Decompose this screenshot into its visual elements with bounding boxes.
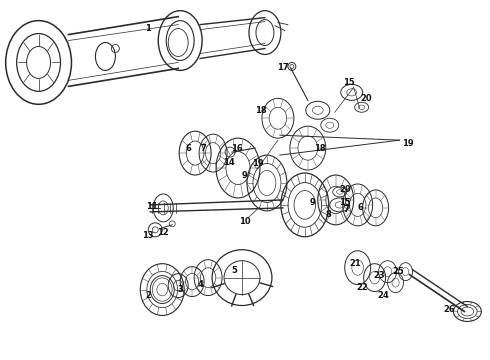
Text: 5: 5	[231, 266, 237, 275]
Text: 26: 26	[443, 305, 455, 314]
Text: 3: 3	[177, 285, 183, 294]
Text: 18: 18	[255, 106, 267, 115]
Text: 7: 7	[200, 144, 206, 153]
Text: 13: 13	[143, 231, 154, 240]
Text: 20: 20	[339, 185, 350, 194]
Text: 18: 18	[314, 144, 325, 153]
Text: 24: 24	[378, 291, 390, 300]
Text: 4: 4	[197, 280, 203, 289]
Text: 2: 2	[146, 291, 151, 300]
Text: 6: 6	[185, 144, 191, 153]
Text: 17: 17	[277, 63, 289, 72]
Text: 20: 20	[361, 94, 372, 103]
Text: 21: 21	[350, 259, 362, 268]
Text: 9: 9	[310, 198, 316, 207]
Text: 23: 23	[374, 271, 386, 280]
Text: 25: 25	[392, 267, 404, 276]
Text: 9: 9	[241, 171, 247, 180]
Text: 12: 12	[157, 228, 169, 237]
Text: 1: 1	[146, 24, 151, 33]
Text: 7: 7	[344, 206, 349, 215]
Text: 16: 16	[231, 144, 243, 153]
Text: 8: 8	[326, 210, 332, 219]
Text: 11: 11	[147, 202, 158, 211]
Text: 19: 19	[401, 139, 413, 148]
Text: 15: 15	[343, 78, 355, 87]
Text: 10: 10	[239, 217, 251, 226]
Text: 19: 19	[252, 158, 264, 167]
Text: 14: 14	[223, 158, 235, 167]
Text: 22: 22	[357, 283, 368, 292]
Text: 6: 6	[358, 203, 364, 212]
Text: 15: 15	[339, 198, 350, 207]
